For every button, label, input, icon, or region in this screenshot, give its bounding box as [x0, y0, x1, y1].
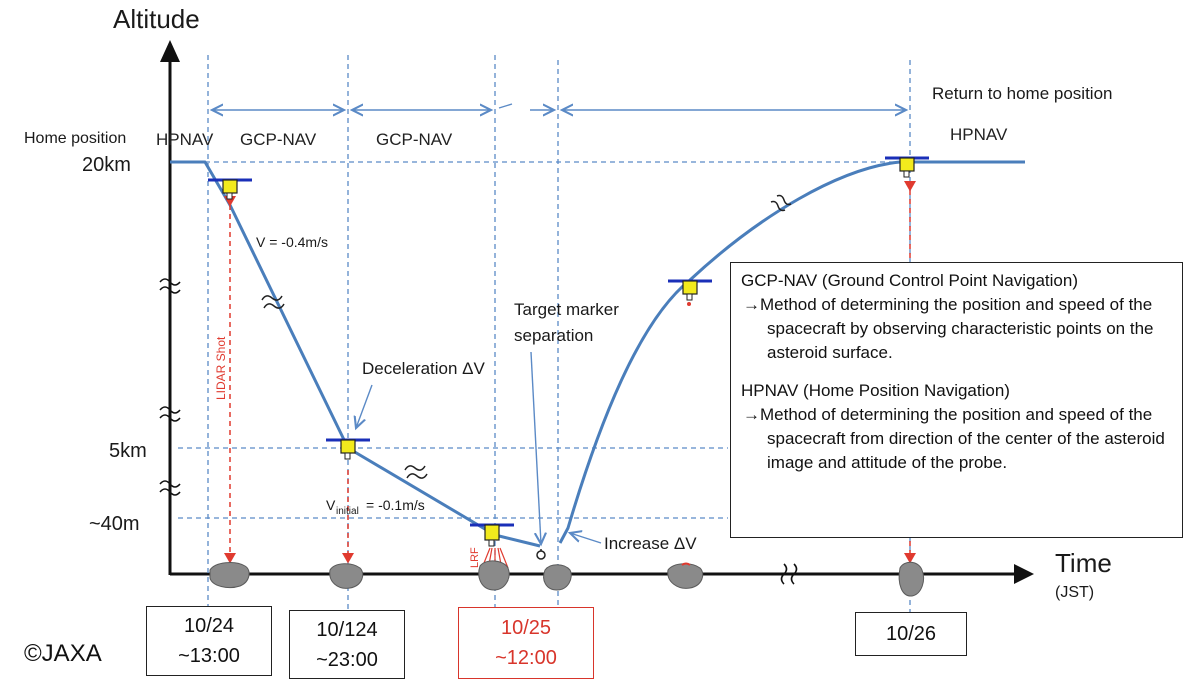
y-label-20km: 20km — [82, 154, 131, 176]
svg-text:initial: initial — [336, 506, 359, 517]
altitude-guides — [178, 161, 905, 519]
date-box-10-25: 10/25 ~12:00 — [458, 607, 594, 679]
phase-hpnav-left: HPNAV — [156, 130, 214, 149]
hpnav-heading: HPNAV (Home Position Navigation) — [741, 381, 1010, 400]
x-axis-title: Time — [1055, 548, 1112, 578]
navigation-notes-box: GCP-NAV (Ground Control Point Navigation… — [730, 262, 1183, 538]
hpnav-description: →Method of determining the position and … — [743, 405, 1165, 472]
target-marker-icon — [536, 549, 546, 560]
spacecraft-icon — [885, 156, 929, 178]
y-axis-break-marks — [159, 278, 181, 496]
trajectory-break-marks — [261, 194, 792, 479]
asteroid-red-spot — [681, 562, 691, 566]
spacecraft-icon — [668, 279, 712, 306]
gcp-nav-description: →Method of determining the position and … — [743, 295, 1154, 362]
svg-text:= -0.1m/s: = -0.1m/s — [366, 497, 425, 513]
x-axis — [170, 564, 1034, 584]
v-initial-label: V initial = -0.1m/s — [326, 497, 425, 517]
gcp-nav-heading: GCP-NAV (Ground Control Point Navigation… — [741, 271, 1078, 290]
deceleration-arrow — [356, 384, 373, 428]
date-box-10-124: 10/124 ~23:00 — [289, 610, 405, 679]
phase-gcp-nav-1: GCP-NAV — [240, 130, 317, 149]
date-box-10-26: 10/26 — [855, 612, 967, 656]
spacecraft-icon — [326, 438, 370, 460]
phase-arrows — [212, 103, 906, 110]
phase-hpnav-right: HPNAV — [950, 125, 1008, 144]
home-position-label: Home position — [24, 130, 126, 147]
target-marker-label-line2: separation — [514, 326, 593, 345]
increase-label: Increase ΔV — [604, 534, 697, 553]
spacecraft-icon — [470, 523, 514, 547]
target-marker-label-line1: Target marker — [514, 300, 619, 319]
svg-text:V: V — [326, 497, 336, 513]
y-axis — [160, 40, 180, 575]
x-axis-break-mark — [780, 563, 798, 585]
x-axis-unit: (JST) — [1055, 584, 1094, 601]
return-home-label: Return to home position — [932, 84, 1113, 103]
lrf-label: LRF — [469, 547, 481, 568]
deceleration-label: Deceleration ΔV — [362, 359, 486, 378]
phase-gcp-nav-2: GCP-NAV — [376, 130, 453, 149]
target-marker-arrow — [530, 351, 541, 544]
spacecraft-icon — [208, 178, 252, 200]
y-label-5km: 5km — [109, 440, 147, 462]
increase-arrow — [570, 533, 602, 544]
velocity-label: V = -0.4m/s — [256, 234, 328, 250]
y-label-40m: ~40m — [89, 513, 140, 535]
date-box-10-24: 10/24 ~13:00 — [146, 606, 272, 676]
copyright-label: ©JAXA — [24, 640, 102, 667]
lidar-shot-label: LIDAR Shot — [214, 336, 228, 400]
asteroid-icons — [209, 560, 925, 597]
y-axis-title: Altitude — [113, 4, 200, 34]
